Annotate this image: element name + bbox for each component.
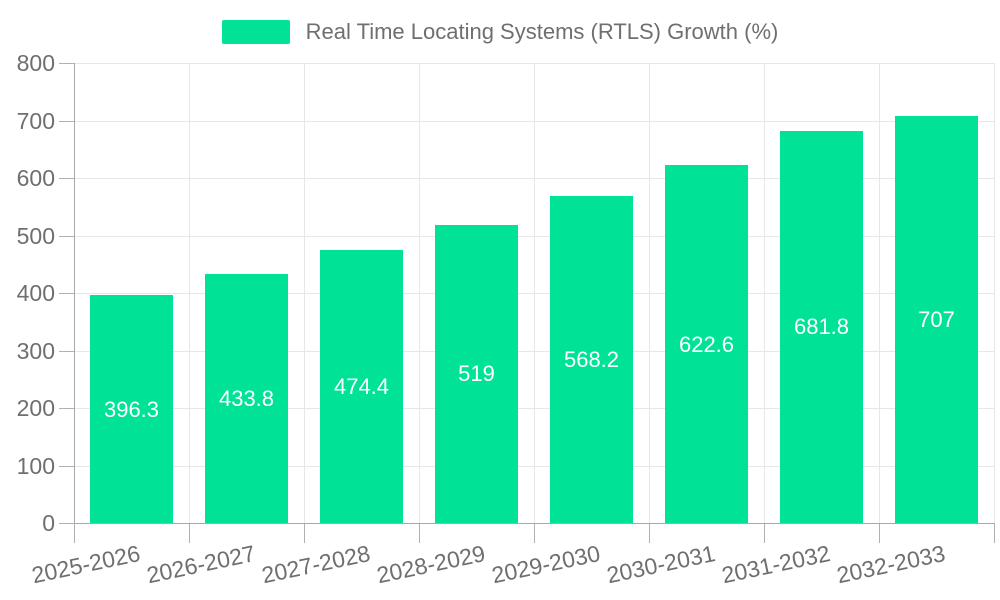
x-axis-tick — [534, 523, 535, 543]
x-gridline — [189, 63, 190, 523]
bar[interactable] — [895, 116, 978, 523]
legend-label: Real Time Locating Systems (RTLS) Growth… — [305, 19, 779, 44]
y-axis-tick — [59, 523, 74, 524]
x-tick-label: 2029-2030 — [488, 540, 602, 589]
bar[interactable] — [435, 224, 518, 523]
x-tick-label: 2031-2032 — [718, 540, 832, 589]
x-axis-tick — [419, 523, 420, 543]
bar[interactable] — [205, 273, 288, 523]
x-axis-tick — [74, 523, 75, 543]
x-axis-tick — [994, 523, 995, 543]
y-tick-label: 500 — [16, 222, 55, 249]
x-gridline — [304, 63, 305, 523]
y-axis-tick — [59, 120, 74, 122]
y-tick-label: 800 — [16, 50, 55, 76]
bar[interactable] — [780, 130, 863, 523]
legend[interactable]: Real Time Locating Systems (RTLS) Growth… — [0, 19, 1000, 45]
x-gridline — [764, 63, 765, 523]
bar[interactable] — [320, 250, 403, 523]
bar[interactable] — [550, 196, 633, 523]
y-tick-label: 0 — [42, 510, 55, 536]
bar[interactable] — [90, 295, 173, 523]
x-tick-label: 2026-2027 — [143, 540, 257, 589]
x-axis-tick — [649, 523, 650, 543]
y-tick-label: 700 — [16, 107, 55, 134]
y-axis-tick — [59, 63, 74, 64]
x-axis-tick — [189, 523, 190, 543]
y-axis-line — [74, 63, 75, 523]
y-axis-tick — [59, 408, 74, 409]
y-tick-label: 600 — [16, 165, 55, 191]
y-tick-label: 400 — [16, 280, 55, 306]
y-tick-label: 100 — [16, 452, 55, 479]
y-axis-tick — [59, 235, 74, 237]
x-axis-tick — [879, 523, 880, 543]
x-gridline — [649, 63, 650, 523]
x-axis-tick — [304, 523, 305, 543]
y-axis-tick — [59, 293, 74, 294]
x-tick-label: 2030-2031 — [603, 540, 717, 589]
y-tick-label: 200 — [16, 395, 55, 421]
x-tick-label: 2032-2033 — [833, 540, 947, 589]
x-gridline — [419, 63, 420, 523]
x-tick-label: 2025-2026 — [28, 540, 142, 589]
x-gridline — [994, 63, 995, 523]
y-axis-tick — [59, 465, 74, 467]
legend-swatch — [221, 20, 290, 44]
y-axis-tick — [59, 350, 74, 352]
x-gridline — [879, 63, 880, 523]
x-axis-tick — [764, 523, 765, 543]
x-gridline — [534, 63, 535, 523]
bar[interactable] — [665, 165, 748, 523]
y-axis-tick — [59, 178, 74, 179]
x-axis-line — [74, 523, 995, 524]
x-tick-label: 2028-2029 — [373, 540, 487, 589]
y-tick-label: 300 — [16, 337, 55, 364]
x-tick-label: 2027-2028 — [258, 540, 372, 589]
